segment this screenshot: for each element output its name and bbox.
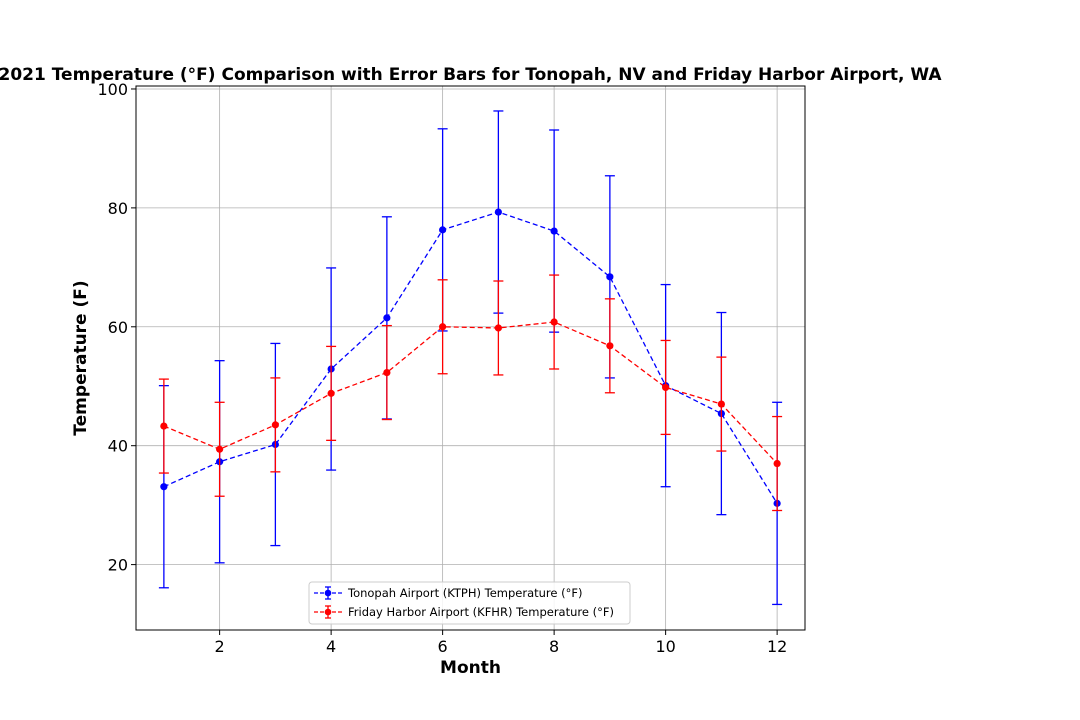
x-tick-label: 2 [215, 637, 225, 656]
x-tick-label: 12 [767, 637, 787, 656]
legend-marker [324, 589, 332, 597]
data-point [327, 389, 335, 397]
x-axis-label: Month [440, 658, 501, 678]
data-point [550, 227, 558, 235]
x-tick-label: 6 [438, 637, 448, 656]
series-2 [158, 274, 783, 512]
legend: Tonopah Airport (KTPH) Temperature (°F) F… [308, 581, 631, 625]
legend-item: Tonopah Airport (KTPH) Temperature (°F) [314, 586, 582, 600]
data-point [216, 445, 224, 453]
data-point [160, 483, 168, 491]
data-point [383, 368, 391, 377]
data-point [494, 324, 502, 332]
series-layer [158, 110, 783, 606]
legend-box [308, 581, 631, 625]
legend-item: Friday Harbor Airport (KFHR) Temperature… [314, 605, 614, 619]
y-axis-label: Temperature (F) [71, 280, 91, 435]
legend-label: Tonopah Airport (KTPH) Temperature (°F) [347, 586, 582, 600]
series-line [163, 321, 778, 464]
data-point [717, 400, 725, 408]
y-tick-label: 60 [108, 318, 128, 337]
legend-marker [324, 608, 332, 616]
data-point [160, 422, 168, 430]
y-tick-label: 20 [108, 556, 128, 575]
y-tick-label: 40 [108, 437, 128, 456]
data-point [439, 226, 447, 234]
x-tick-label: 4 [326, 637, 336, 656]
data-point [271, 421, 279, 429]
y-tick-label: 80 [108, 199, 128, 218]
legend-label: Friday Harbor Airport (KFHR) Temperature… [348, 605, 614, 619]
data-point [662, 383, 670, 392]
data-point [439, 323, 447, 331]
ticks: 2 4 6 8 10 12 20 40 60 80 100 [97, 80, 787, 656]
data-point [773, 459, 781, 468]
plot-frame [135, 85, 806, 631]
grid [136, 86, 805, 630]
data-point [494, 208, 502, 216]
data-point [383, 314, 391, 322]
y-tick-label: 100 [97, 80, 128, 99]
series-line [163, 211, 778, 504]
data-point [550, 318, 558, 326]
chart-title: 2021 Temperature (°F) Comparison with Er… [0, 65, 942, 85]
data-point [606, 342, 614, 350]
x-tick-label: 10 [655, 637, 675, 656]
data-point [606, 273, 614, 281]
x-tick-label: 8 [549, 637, 559, 656]
series-1 [158, 110, 783, 606]
